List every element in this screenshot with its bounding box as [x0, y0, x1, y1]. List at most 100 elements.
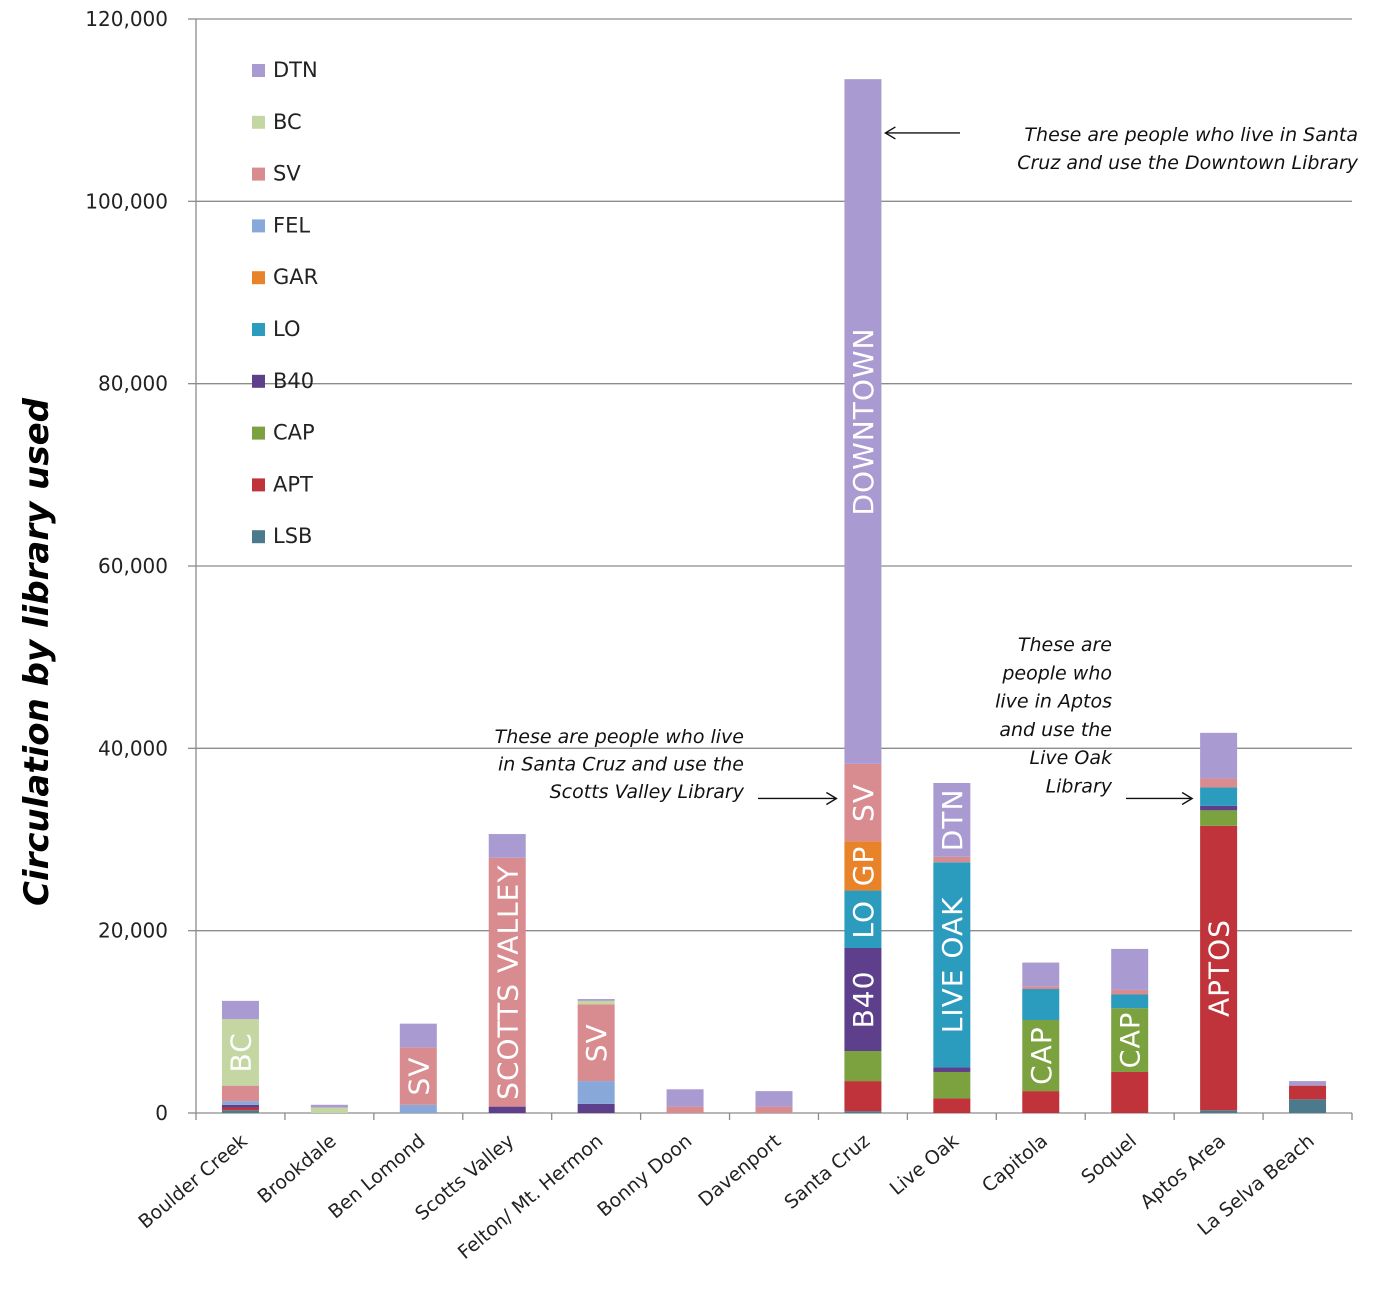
bar-segment — [221, 1101, 259, 1105]
annotation-text: Scotts Valley Library — [550, 781, 745, 803]
legend-label: LSB — [273, 524, 312, 548]
bar-segment — [221, 1107, 259, 1111]
annotation-arrowhead — [1181, 791, 1194, 806]
legend-swatch — [252, 323, 265, 336]
legend-label: FEL — [273, 213, 310, 237]
bar-segment — [844, 890, 882, 948]
bar-segment — [1200, 825, 1238, 1111]
bar-segment — [1111, 1008, 1149, 1072]
bar-segment — [221, 1019, 259, 1086]
segment-label: B40 — [847, 971, 880, 1029]
y-tick-label: 80,000 — [98, 372, 168, 396]
annotation-text: These are people who live — [495, 726, 744, 748]
y-tick-label: 40,000 — [98, 736, 168, 760]
legend-label: B40 — [273, 369, 314, 393]
legend-label: CAP — [273, 421, 315, 445]
bar-segment — [933, 1067, 971, 1072]
legend-label: SV — [273, 162, 301, 186]
bar-segment — [1022, 1091, 1060, 1113]
bar-segment — [1289, 1099, 1327, 1113]
bar-segment — [1111, 989, 1149, 995]
bar-segment — [1200, 778, 1238, 788]
bar-segment — [221, 1110, 259, 1113]
bar-segment — [1111, 948, 1149, 990]
legend-label: BC — [273, 110, 302, 134]
bar-segment — [310, 1104, 348, 1108]
bar-segment — [933, 862, 971, 1068]
bar-segment — [1289, 1085, 1327, 1100]
bar-segment — [1022, 986, 1060, 990]
bar-segment — [666, 1106, 704, 1113]
annotation-text: Library — [1046, 776, 1113, 798]
legend-swatch — [252, 271, 265, 285]
legend-swatch — [252, 64, 265, 77]
bar-segment — [577, 1103, 615, 1113]
annotation-text: These are people who live in Santa — [1024, 124, 1358, 146]
annotation-text: people who — [1001, 662, 1112, 684]
bar-segment — [577, 1000, 615, 1005]
x-tick-label: Capitola — [978, 1130, 1052, 1197]
x-tick-label: Aptos Area — [1136, 1130, 1230, 1214]
x-tick-label: Brookdale — [253, 1130, 340, 1208]
legend-label: DTN — [273, 58, 318, 82]
bar-segment — [221, 1000, 259, 1020]
bar-segment — [933, 1071, 971, 1099]
segment-label: CAP — [1025, 1026, 1058, 1085]
legend-swatch — [252, 374, 265, 388]
annotation-text: and use the — [999, 719, 1112, 741]
legend-swatch — [252, 426, 265, 440]
bar-segment — [844, 841, 882, 891]
annotation-text: Cruz and use the Downtown Library — [1017, 152, 1359, 174]
y-axis-label: Circulation by library used — [17, 397, 57, 906]
segment-label: LIVE OAK — [936, 897, 969, 1034]
segment-label: DTN — [936, 789, 969, 852]
bars — [221, 79, 1327, 1113]
bar-segment — [844, 1051, 882, 1082]
bar-segment — [399, 1023, 437, 1048]
bar-segment — [755, 1106, 793, 1113]
y-tick-label: 0 — [155, 1101, 168, 1125]
x-tick-label: Davenport — [694, 1130, 785, 1211]
bar-segment — [488, 1106, 526, 1113]
annotations: These are people who live in Santa Cruz a… — [495, 124, 1359, 806]
bar-segment — [1022, 989, 1060, 1021]
bar-segment — [1200, 810, 1238, 826]
bar-segment — [399, 1104, 437, 1113]
segment-label: SCOTTS VALLEY — [491, 865, 524, 1100]
bar-segment — [844, 947, 882, 1052]
segment-label: CAP — [1115, 1012, 1146, 1069]
bar-segment — [933, 1098, 971, 1113]
legend-swatch — [252, 478, 265, 492]
bar-segment — [1200, 1110, 1238, 1113]
bar-segment — [844, 79, 882, 764]
bar-segment — [577, 999, 615, 1001]
segment-label: SV — [402, 1057, 435, 1096]
bar-segment — [577, 1081, 615, 1104]
bar-segment — [1200, 732, 1238, 779]
segment-label: BC — [225, 1032, 258, 1072]
bar-segment — [488, 857, 526, 1107]
x-tick-label: Boulder Creek — [134, 1130, 251, 1233]
bar-segment — [399, 1047, 437, 1105]
x-tick-label: Bonny Doon — [593, 1130, 696, 1221]
annotation-text: These are — [1018, 634, 1112, 656]
annotation-arrowhead — [826, 791, 838, 806]
legend-swatch — [252, 530, 265, 544]
legend-swatch — [252, 219, 265, 233]
segment-label: SV — [847, 783, 880, 822]
legend-label: GAR — [273, 265, 318, 289]
y-tick-label: 20,000 — [98, 919, 168, 943]
bar-segment — [666, 1089, 704, 1107]
annotation-text: Live Oak — [1030, 747, 1113, 769]
bar-segment — [1289, 1081, 1327, 1086]
bar-segment — [844, 1081, 882, 1112]
annotation-text: live in Aptos — [995, 691, 1112, 713]
bar-segment — [933, 782, 971, 857]
bar-segment — [221, 1104, 259, 1108]
bar-segment — [488, 834, 526, 858]
bar-segment — [310, 1107, 348, 1113]
bar-segment — [221, 1085, 259, 1102]
bar-segment — [1200, 805, 1238, 811]
x-tick-label: Live Oak — [886, 1130, 963, 1200]
